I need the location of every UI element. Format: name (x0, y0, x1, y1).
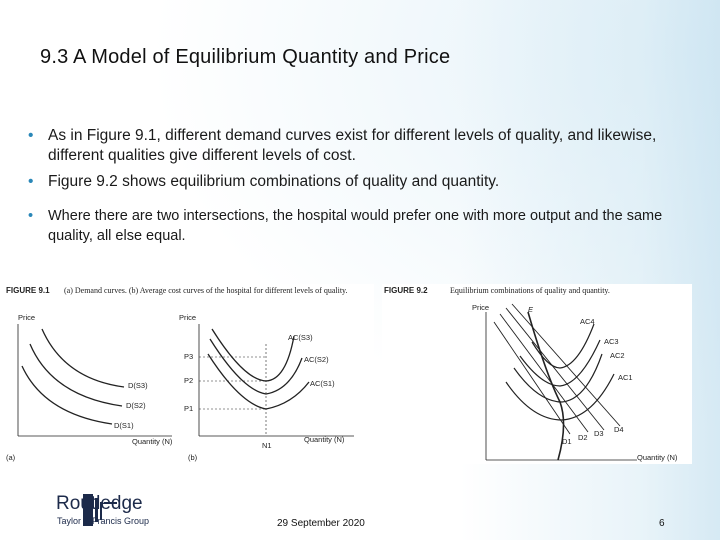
panel-a-xlabel: Quantity (N) (132, 437, 173, 446)
slide-title: 9.3 A Model of Equilibrium Quantity and … (40, 46, 451, 68)
bullet-marker: • (28, 127, 34, 144)
ac-label-s1: AC(S1) (310, 379, 335, 388)
footer-date: 29 September 2020 (277, 518, 365, 529)
ac-label-3: AC3 (604, 337, 619, 346)
equilibrium-locus (527, 311, 565, 461)
demand-curve-s2 (29, 343, 123, 407)
ac-label-4: AC4 (580, 317, 595, 326)
demand-label-s2: D(S2) (126, 401, 146, 410)
demand-label-s1: D(S1) (114, 421, 134, 430)
panel-a-ylabel: Price (18, 313, 35, 322)
panel-b-tag: (b) (188, 453, 198, 462)
panel-b-ylabel: Price (179, 313, 196, 322)
demand-line-d1 (493, 321, 571, 435)
figure-9-2-caption: Equilibrium combinations of quality and … (450, 286, 610, 295)
ac-curve-s3 (211, 328, 295, 382)
ac-label-s3: AC(S3) (288, 333, 313, 342)
price-label-p2: P2 (184, 376, 193, 385)
panel-a-tag: (a) (6, 453, 16, 462)
bullet-marker: • (28, 173, 34, 190)
figure-9-2-label: FIGURE 9.2 (384, 286, 428, 295)
figure-9-1-caption: (a) Demand curves. (b) Average cost curv… (64, 286, 348, 295)
routledge-logo-icon (83, 494, 117, 526)
demand-line-d4 (511, 303, 621, 427)
bullet-text: As in Figure 9.1, different demand curve… (48, 127, 657, 164)
figure-9-1-label: FIGURE 9.1 (6, 286, 50, 295)
demand-curve-s1 (21, 365, 113, 425)
demand-label-d3: D3 (594, 429, 604, 438)
page-number: 6 (659, 518, 665, 529)
bullet-text: Figure 9.2 shows equilibrium combination… (48, 173, 500, 190)
brand-subtitle: Taylor & Francis Group (57, 516, 150, 526)
logo-stripe (95, 498, 98, 522)
demand-line-d2 (499, 313, 589, 433)
logo-bar (104, 502, 117, 504)
bullet-list: • As in Figure 9.1, different demand cur… (28, 126, 698, 252)
ac-label-1: AC1 (618, 373, 633, 382)
ac-label-s2: AC(S2) (304, 355, 329, 364)
equilibrium-locus-label: E (528, 305, 534, 314)
demand-label-s3: D(S3) (128, 381, 148, 390)
ac-curve-1 (505, 373, 615, 421)
figure-9-1-svg: FIGURE 9.1 (a) Demand curves. (b) Averag… (6, 286, 354, 462)
ac-curve-3 (519, 339, 601, 387)
ac-curve-s1 (207, 353, 310, 410)
logo-stripe (100, 502, 102, 520)
quantity-label-n1: N1 (262, 441, 272, 450)
bullet-marker: • (28, 208, 34, 224)
ac-label-2: AC2 (610, 351, 625, 360)
price-label-p3: P3 (184, 352, 193, 361)
brand-name: Routledge (56, 493, 143, 514)
ac-curve-2 (513, 353, 603, 403)
logo-bar (83, 494, 93, 526)
bullet-item: • As in Figure 9.1, different demand cur… (28, 126, 698, 166)
demand-label-d2: D2 (578, 433, 588, 442)
demand-label-d1: D1 (562, 437, 572, 446)
bullet-text: Where there are two intersections, the h… (48, 208, 663, 244)
bullet-item: • Figure 9.2 shows equilibrium combinati… (28, 172, 698, 192)
panel-b-xlabel: Quantity (N) (304, 435, 345, 444)
figure-9-1: FIGURE 9.1 (a) Demand curves. (b) Averag… (4, 284, 374, 464)
figure-9-2-ylabel: Price (472, 303, 489, 312)
price-label-p1: P1 (184, 404, 193, 413)
demand-curve-s3 (41, 328, 125, 388)
demand-label-d4: D4 (614, 425, 624, 434)
bullet-item: • Where there are two intersections, the… (28, 206, 698, 246)
figure-9-2: FIGURE 9.2 Equilibrium combinations of q… (382, 284, 692, 464)
figure-9-2-svg: FIGURE 9.2 Equilibrium combinations of q… (384, 286, 678, 462)
figure-9-2-xlabel: Quantity (N) (637, 453, 678, 462)
